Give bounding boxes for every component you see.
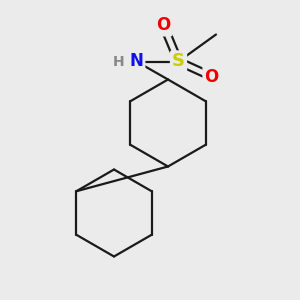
- Text: O: O: [204, 68, 219, 85]
- Text: O: O: [156, 16, 171, 34]
- Text: S: S: [172, 52, 185, 70]
- Text: N: N: [130, 52, 143, 70]
- Text: H: H: [113, 55, 124, 68]
